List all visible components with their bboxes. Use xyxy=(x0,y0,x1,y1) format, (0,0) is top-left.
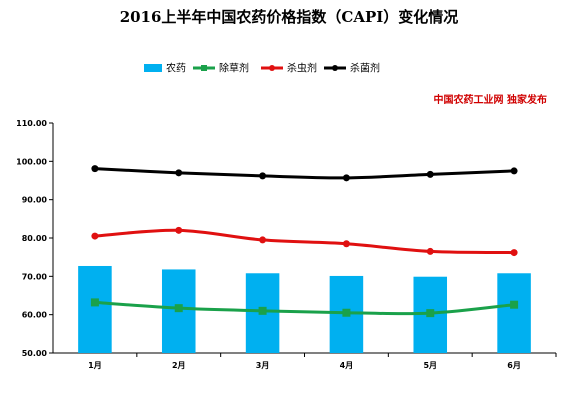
y-tick-label: 80.00 xyxy=(22,234,48,243)
data-point xyxy=(174,304,183,313)
data-point xyxy=(91,232,99,240)
chart-title: 2016上半年中国农药价格指数（CAPI）变化情况 xyxy=(120,8,459,26)
legend-marker xyxy=(332,65,338,71)
data-point xyxy=(426,247,434,255)
y-tick-label: 90.00 xyxy=(22,196,48,205)
data-point xyxy=(175,226,183,234)
y-tick-label: 70.00 xyxy=(22,272,48,281)
data-point xyxy=(259,236,267,244)
x-tick-label: 5月 xyxy=(423,361,437,370)
data-point xyxy=(259,172,267,180)
data-point xyxy=(426,170,434,178)
bar xyxy=(497,273,531,353)
bar xyxy=(78,265,112,353)
legend-label: 农药 xyxy=(166,62,186,75)
plot-area: 50.00 60.00 70.00 80.00 90.00 100.00 110.00 1月 2… xyxy=(16,119,557,370)
legend-marker xyxy=(201,65,207,71)
series-line xyxy=(94,300,515,316)
data-point xyxy=(342,308,351,317)
x-tick-label: 2月 xyxy=(172,361,186,370)
x-tick-label: 4月 xyxy=(340,361,354,370)
data-point xyxy=(426,309,435,318)
chart-annotation: 中国农药工业网 独家发布 xyxy=(434,93,547,106)
data-point xyxy=(91,165,99,173)
data-point xyxy=(342,174,350,182)
data-point xyxy=(175,169,183,177)
legend-label: 杀菌剂 xyxy=(350,62,380,75)
data-point xyxy=(258,306,267,315)
legend-swatch xyxy=(144,64,162,72)
x-tick-label: 6月 xyxy=(507,361,521,370)
legend-marker xyxy=(269,65,275,71)
series-line xyxy=(94,167,515,180)
legend-label: 杀虫剂 xyxy=(287,62,317,75)
legend-label: 除草剂 xyxy=(219,62,249,75)
y-tick-label: 50.00 xyxy=(22,349,48,358)
data-point xyxy=(510,167,518,175)
x-tick-label: 1月 xyxy=(88,361,102,370)
data-point xyxy=(342,240,350,248)
y-tick-label: 60.00 xyxy=(22,311,48,320)
series-line xyxy=(94,228,515,255)
y-tick-label: 110.00 xyxy=(16,119,47,128)
data-point xyxy=(90,298,99,307)
data-point xyxy=(510,249,518,257)
x-tick-label: 3月 xyxy=(256,361,270,370)
y-tick-label: 100.00 xyxy=(16,157,47,166)
legend: 农药 除草剂 杀虫剂 杀菌剂 xyxy=(144,62,380,75)
data-point xyxy=(510,300,519,309)
